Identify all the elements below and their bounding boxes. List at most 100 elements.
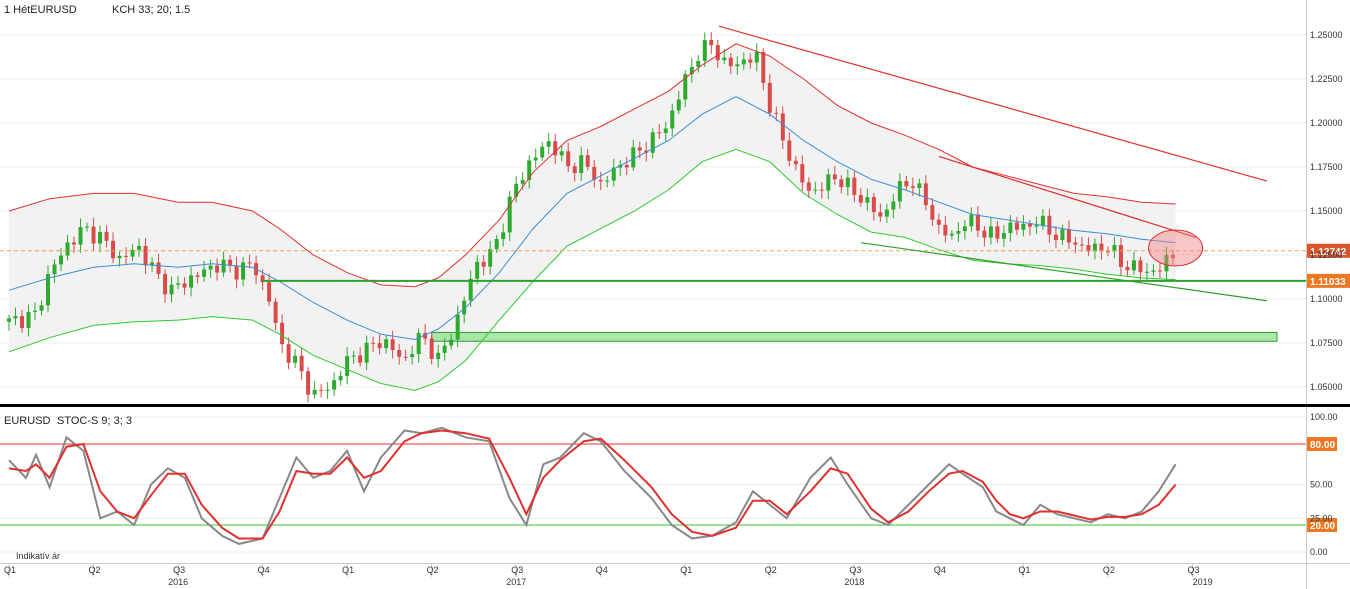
candle-body	[605, 180, 610, 182]
candle-body	[761, 51, 766, 83]
price-panel-symbol: 1 HétEURUSD	[4, 4, 77, 16]
candle-body	[299, 355, 304, 372]
x-tick-label: Q4	[934, 565, 946, 575]
candle-body	[1170, 254, 1175, 259]
candle-body	[312, 389, 317, 395]
x-tick-label: Q3	[1187, 565, 1199, 575]
price-level-tag	[1307, 273, 1350, 288]
candle-body	[150, 262, 155, 266]
x-tick-label: Q1	[1018, 565, 1030, 575]
trendline	[861, 242, 1267, 302]
candle-body	[33, 310, 38, 312]
candle-body	[683, 74, 688, 100]
candle-body	[124, 255, 129, 257]
candle-body	[13, 316, 18, 319]
candle-body	[332, 380, 337, 390]
candle-body	[130, 249, 135, 257]
candle-body	[709, 39, 714, 46]
candle-body	[800, 164, 805, 183]
candle-body	[748, 59, 753, 63]
candle-body	[98, 232, 103, 244]
candle-body	[670, 110, 675, 129]
candle-body	[969, 214, 974, 227]
candle-body	[787, 140, 792, 161]
time-x-axis: Q1 Q2 Q3 Q4 Q1 Q2 Q3 Q4 Q1 Q2 Q3 Q4 Q1 Q2 Q3 2016 2017 20…	[0, 563, 1350, 587]
candle-body	[949, 233, 954, 236]
candle-body	[7, 318, 11, 322]
candle-body	[215, 265, 220, 273]
candle-body	[793, 160, 798, 165]
x-tick-label: Q3	[849, 565, 861, 575]
candle-body	[39, 305, 44, 311]
trendline	[718, 25, 1268, 182]
candle-body	[410, 354, 415, 358]
candle-body	[481, 261, 486, 267]
price-panel-indicator: KCH 33; 20; 1.5	[112, 4, 190, 16]
candle-body	[384, 339, 389, 349]
candle-body	[585, 155, 590, 167]
candle-body	[1008, 222, 1013, 234]
candle-body	[533, 157, 538, 161]
candle-body	[468, 278, 473, 301]
stochastic-y-axis: 0.00 25.00 50.00 100.00	[1310, 412, 1338, 557]
candle-body	[1118, 245, 1123, 267]
candle-body	[618, 164, 623, 168]
candle-body	[176, 283, 181, 285]
stochastic-level-tag-label: 80.00	[1310, 440, 1335, 451]
candle-body	[650, 132, 655, 153]
candle-body	[1092, 243, 1097, 252]
x-tick-label: Q2	[427, 565, 439, 575]
candle-body	[780, 113, 785, 141]
candle-body	[663, 128, 668, 133]
candle-body	[819, 189, 824, 191]
candle-body	[657, 132, 662, 134]
price-tick-label: 1.20000	[1310, 118, 1343, 128]
candle-body	[104, 232, 109, 241]
candle-body	[936, 219, 941, 225]
candle-body	[1125, 266, 1130, 271]
candle-body	[553, 141, 558, 156]
candle-body	[988, 226, 993, 238]
candle-body	[195, 275, 200, 277]
candle-body	[72, 242, 77, 245]
candle-body	[845, 177, 850, 188]
candle-body	[1079, 244, 1084, 246]
candle-body	[611, 167, 616, 181]
support-zone	[431, 331, 1278, 342]
candle-body	[442, 345, 447, 353]
candle-body	[956, 231, 961, 234]
price-level-tag-label: 1.12742	[1310, 247, 1347, 258]
keltner-middle-line	[8, 96, 1176, 341]
x-tick-label: Q4	[258, 565, 270, 575]
candle-body	[1105, 251, 1110, 253]
candle-body	[1027, 223, 1032, 227]
candle-body	[247, 262, 252, 264]
candle-body	[1060, 229, 1065, 240]
stochastic-level-tag	[1307, 518, 1337, 532]
x-year-label: 2018	[844, 577, 864, 587]
stochastic-levels: 80.00 20.00	[0, 437, 1337, 532]
candle-body	[572, 166, 577, 174]
candle-body	[676, 99, 681, 111]
stochastic-level-tag-label: 20.00	[1310, 521, 1335, 532]
candle-body	[852, 177, 857, 195]
stochastic-tick-label: 100.00	[1310, 412, 1338, 422]
candle-body	[884, 209, 889, 217]
candle-body	[241, 262, 246, 280]
candle-body	[1073, 242, 1078, 245]
price-level-tag	[1307, 243, 1350, 258]
candle-body	[371, 342, 376, 344]
candle-body	[930, 205, 935, 220]
candle-body	[189, 275, 194, 288]
candle-body	[566, 151, 571, 167]
candle-body	[345, 356, 350, 376]
x-tick-label: Q1	[4, 565, 16, 575]
candle-body	[910, 186, 915, 188]
candle-body	[1021, 223, 1026, 230]
candle-body	[897, 181, 902, 202]
candle-body	[221, 259, 226, 273]
candle-body	[390, 339, 395, 351]
candle-body	[338, 375, 343, 381]
stochastic-tick-label: 50.00	[1310, 480, 1333, 490]
